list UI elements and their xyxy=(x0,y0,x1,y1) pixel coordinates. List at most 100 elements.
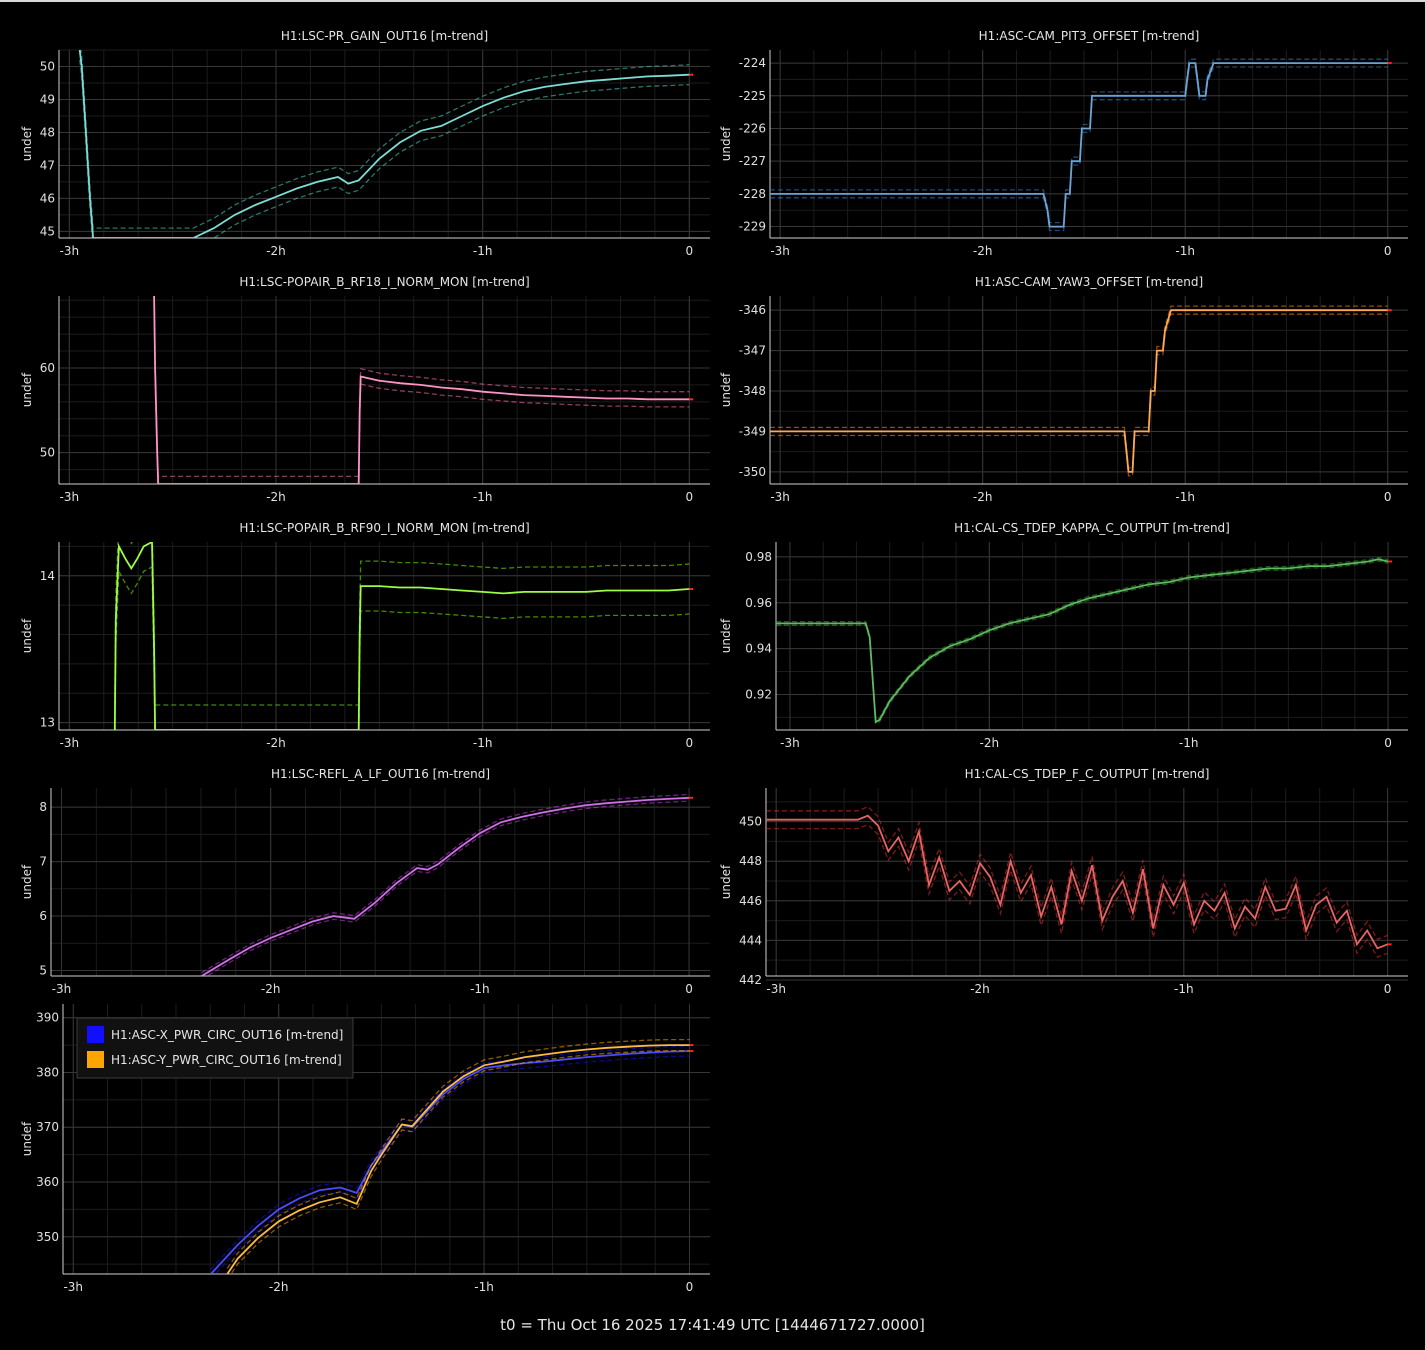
y-tick-label: -348 xyxy=(739,384,766,398)
x-tick-label: -1h xyxy=(473,490,493,504)
y-tick-label: 442 xyxy=(739,973,762,987)
y-tick-label: -225 xyxy=(739,89,766,103)
x-tick-label: -3h xyxy=(770,244,790,258)
y-tick-label: 50 xyxy=(40,446,55,460)
chart-title: H1:LSC-REFL_A_LF_OUT16 [m-trend] xyxy=(271,767,490,781)
series-min-line xyxy=(214,1055,690,1274)
plot-area xyxy=(78,50,690,238)
x-tick-label: -1h xyxy=(473,736,493,750)
y-tick-label: -226 xyxy=(739,121,766,135)
series-max-line xyxy=(210,1045,690,1270)
x-tick-label: -2h xyxy=(266,244,286,258)
series-min-line xyxy=(79,59,690,238)
y-axis-label: undef xyxy=(20,618,34,653)
y-tick-label: 0.98 xyxy=(745,550,772,564)
x-tick-label: 0 xyxy=(1384,982,1392,996)
y-tick-label: -229 xyxy=(739,220,766,234)
legend-box xyxy=(76,1017,354,1079)
y-axis-label: undef xyxy=(20,126,34,161)
chart-panel-3: -3h -2h -1h 0 50 60 undef H1:LSC-POPAIR_B_RF18_… xyxy=(20,275,710,504)
y-tick-label: 46 xyxy=(40,191,55,205)
series-line xyxy=(766,814,1388,950)
y-tick-label: 60 xyxy=(40,361,55,375)
y-tick-label: 45 xyxy=(40,224,55,238)
chart-panel-9: -3h -2h -1h 0 350 360 370 380 390 undef H1:ASC-X_P… xyxy=(20,1004,710,1294)
x-tick-label: 0 xyxy=(686,244,694,258)
chart-panel-8: -3h -2h -1h 0 442 444 446 448 450 undef H1:CAL-CS_… xyxy=(719,767,1408,996)
y-tick-label: -227 xyxy=(739,154,766,168)
y-tick-label: 0.92 xyxy=(745,687,772,701)
series-line xyxy=(201,796,690,976)
series-min-line xyxy=(205,800,690,976)
y-axis-label: undef xyxy=(719,126,733,161)
chart-panel-5: -3h -2h -1h 0 13 14 undef H1:LSC-POPAIR_B_RF90_… xyxy=(20,521,710,750)
x-tick-label: 0 xyxy=(685,982,693,996)
y-tick-label: 8 xyxy=(39,800,47,814)
x-tick-label: 0 xyxy=(686,490,694,504)
x-tick-label: -3h xyxy=(63,1280,83,1294)
y-tick-label: 450 xyxy=(739,815,762,829)
y-tick-label: 47 xyxy=(40,158,55,172)
x-tick-label: -2h xyxy=(973,490,993,504)
chart-title: H1:CAL-CS_TDEP_F_C_OUTPUT [m-trend] xyxy=(965,767,1210,781)
series-line xyxy=(153,296,690,484)
y-tick-label: 5 xyxy=(39,964,47,978)
y-tick-label: 13 xyxy=(40,716,55,730)
y-tick-label: 48 xyxy=(40,125,55,139)
y-tick-label: 380 xyxy=(36,1065,59,1079)
chart-panel-2: -3h -2h -1h 0 -229 -228 -227 -226 -225 -224 undef H… xyxy=(719,29,1408,258)
series-max-line xyxy=(153,296,690,478)
y-tick-label: 6 xyxy=(39,909,47,923)
chart-title: H1:LSC-POPAIR_B_RF90_I_NORM_MON [m-trend… xyxy=(239,521,529,535)
x-tick-label: -2h xyxy=(980,736,1000,750)
chart-panel-4: -3h -2h -1h 0 -350 -349 -348 -347 -346 undef H1:AS… xyxy=(719,275,1408,504)
y-tick-label: 14 xyxy=(40,569,55,583)
chart-title: H1:LSC-PR_GAIN_OUT16 [m-trend] xyxy=(281,29,488,43)
plot-area xyxy=(770,58,1388,232)
x-tick-label: -1h xyxy=(470,982,490,996)
chart-panel-6: -3h -2h -1h 0 0.92 0.94 0.96 0.98 undef H1:CAL-CS… xyxy=(719,521,1408,750)
chart-panel-7: -3h -2h -1h 0 5 6 7 8 undef H1:LSC-REFL_A_LF_OUT1… xyxy=(20,767,710,996)
chart-title: H1:ASC-CAM_PIT3_OFFSET [m-trend] xyxy=(979,29,1200,43)
series-min-line xyxy=(770,66,1388,232)
x-tick-label: 0 xyxy=(1384,490,1392,504)
series-max-line xyxy=(114,542,690,706)
y-tick-label: -350 xyxy=(739,465,766,479)
plot-area xyxy=(776,556,1389,725)
series-line xyxy=(113,542,690,730)
y-axis-label: undef xyxy=(719,864,733,899)
x-tick-label: -1h xyxy=(474,1280,494,1294)
x-tick-label: -3h xyxy=(60,736,80,750)
series-line xyxy=(78,50,690,238)
x-tick-label: -1h xyxy=(1175,490,1195,504)
plot-area xyxy=(201,793,690,976)
x-tick-label: -2h xyxy=(261,982,281,996)
plot-area xyxy=(766,806,1388,959)
y-tick-label: -228 xyxy=(739,187,766,201)
chart-title: H1:ASC-CAM_YAW3_OFFSET [m-trend] xyxy=(975,275,1203,289)
series-min-line xyxy=(230,1049,690,1274)
y-axis-label: undef xyxy=(719,372,733,407)
x-tick-label: 0 xyxy=(1384,736,1392,750)
series-line xyxy=(770,309,1388,473)
x-tick-label: -1h xyxy=(1179,736,1199,750)
y-tick-label: 446 xyxy=(739,894,762,908)
x-tick-label: 0 xyxy=(686,1280,694,1294)
y-axis-label: undef xyxy=(20,372,34,407)
plot-area xyxy=(153,296,690,484)
chart-panel-1: -3h -2h -1h 0 45 46 47 48 49 50 undef H1:LSC-PR_GAI… xyxy=(20,29,710,258)
y-axis-label: undef xyxy=(20,864,34,899)
y-tick-label: -346 xyxy=(739,303,766,317)
x-tick-label: -2h xyxy=(266,736,286,750)
series-max-line xyxy=(201,793,690,974)
y-tick-label: -347 xyxy=(739,344,766,358)
x-tick-label: -2h xyxy=(266,490,286,504)
x-tick-label: -1h xyxy=(1174,982,1194,996)
series-line xyxy=(226,1044,690,1274)
y-tick-label: 0.94 xyxy=(745,642,772,656)
series-line xyxy=(210,1050,690,1274)
x-tick-label: -2h xyxy=(973,244,993,258)
plot-area xyxy=(770,305,1388,477)
time-origin-label: t0 = Thu Oct 16 2025 17:41:49 UTC [14446… xyxy=(500,1316,925,1334)
